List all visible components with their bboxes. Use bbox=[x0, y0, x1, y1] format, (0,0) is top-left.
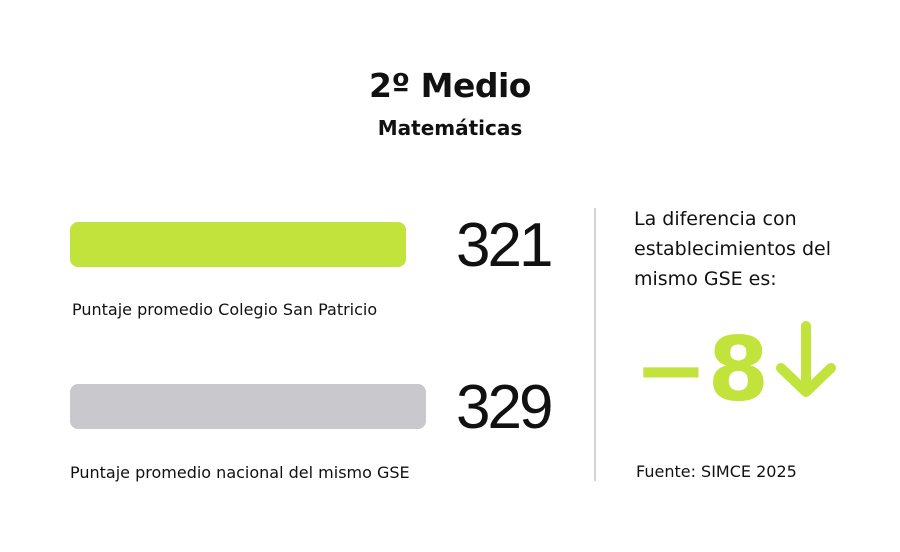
national-score-value: 329 bbox=[456, 373, 553, 442]
school-score-value: 321 bbox=[456, 211, 553, 280]
national-score-label: Puntaje promedio nacional del mismo GSE bbox=[70, 463, 410, 482]
difference-description: La diferencia con establecimientos del m… bbox=[634, 208, 831, 290]
difference-value: −8 bbox=[634, 318, 769, 421]
page-title: 2º Medio bbox=[369, 66, 531, 105]
difference-display: −8 bbox=[634, 318, 837, 421]
national-score-bar bbox=[70, 384, 426, 429]
divider bbox=[594, 208, 596, 481]
arrow-down-icon bbox=[775, 318, 837, 421]
page-subtitle: Matemáticas bbox=[377, 116, 523, 140]
source-note: Fuente: SIMCE 2025 bbox=[636, 462, 797, 481]
school-score-bar bbox=[70, 222, 406, 267]
school-score-label: Puntaje promedio Colegio San Patricio bbox=[72, 300, 378, 319]
